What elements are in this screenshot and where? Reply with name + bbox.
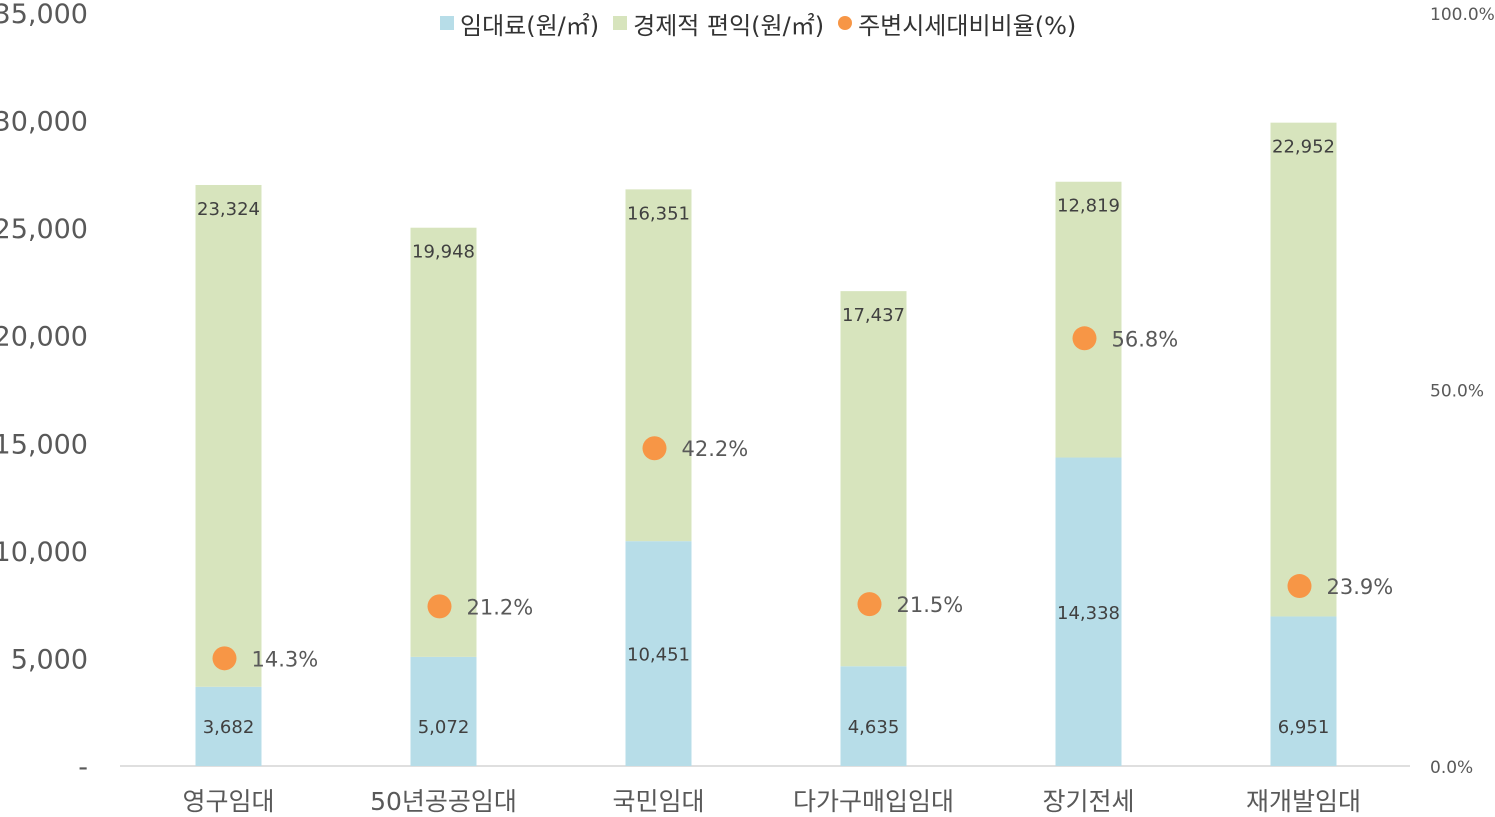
legend-label-rent: 임대료(원/㎡) xyxy=(460,11,600,40)
bar-benefit xyxy=(1270,122,1337,617)
y-tick-label: 35,000 xyxy=(0,0,88,30)
data-label-rent: 4,635 xyxy=(848,717,900,738)
legend-swatch-ratio xyxy=(838,16,853,30)
ratio-point xyxy=(1072,326,1097,351)
data-label-benefit: 16,351 xyxy=(627,203,690,224)
bar-benefit xyxy=(410,227,477,657)
bar-rent xyxy=(840,666,907,766)
legend-swatch-rent xyxy=(440,16,454,30)
y-tick-label: 20,000 xyxy=(0,322,88,353)
bar-rent xyxy=(1055,457,1122,766)
legend-item-benefit: 경제적 편익(원/㎡) xyxy=(613,6,824,41)
legend-item-rent: 임대료(원/㎡) xyxy=(440,6,599,41)
y-tick-label: 15,000 xyxy=(0,429,88,460)
ratio-point xyxy=(857,592,882,617)
bar-rent xyxy=(410,656,477,766)
data-label-ratio: 56.8% xyxy=(1112,327,1179,351)
bar-benefit xyxy=(195,184,262,687)
y-tick-label: 30,000 xyxy=(0,107,88,138)
y2-tick-label: 50.0% xyxy=(1430,382,1484,402)
data-label-benefit: 12,819 xyxy=(1057,196,1120,217)
legend-label-benefit: 경제적 편익(원/㎡) xyxy=(633,11,825,40)
x-tick-label: 50년공공임대 xyxy=(370,787,517,816)
x-tick-label: 다가구매입임대 xyxy=(793,787,954,816)
y-tick-label: 5,000 xyxy=(11,644,88,675)
x-tick-label: 국민임대 xyxy=(612,787,704,816)
ratio-point xyxy=(212,646,237,671)
ratio-point xyxy=(427,594,452,619)
data-label-ratio: 21.5% xyxy=(897,593,964,617)
legend-item-ratio: 주변시세대비비율(%) xyxy=(838,6,1076,41)
data-label-rent: 10,451 xyxy=(627,645,690,666)
bar-rent xyxy=(625,541,692,766)
legend-label-ratio: 주변시세대비비율(%) xyxy=(858,11,1077,40)
y2-tick-label: 0.0% xyxy=(1430,758,1473,778)
data-label-rent: 14,338 xyxy=(1057,603,1120,624)
x-tick-label: 장기전세 xyxy=(1042,787,1134,816)
data-label-ratio: 42.2% xyxy=(682,437,749,461)
x-tick-label: 영구임대 xyxy=(182,787,274,816)
data-label-ratio: 21.2% xyxy=(467,595,534,619)
legend-swatch-benefit xyxy=(613,16,628,30)
x-tick-label: 재개발임대 xyxy=(1246,787,1361,816)
data-label-benefit: 19,948 xyxy=(412,242,475,263)
data-label-rent: 5,072 xyxy=(418,717,470,738)
data-label-ratio: 23.9% xyxy=(1327,575,1394,599)
bar-rent xyxy=(1270,616,1337,766)
data-label-rent: 3,682 xyxy=(203,717,255,738)
y-tick-label: 10,000 xyxy=(0,537,88,568)
legend: 임대료(원/㎡) 경제적 편익(원/㎡) 주변시세대비비율(%) xyxy=(440,6,1090,40)
bar-benefit xyxy=(625,189,692,542)
y-tick-label: 25,000 xyxy=(0,214,88,245)
data-label-rent: 6,951 xyxy=(1278,717,1330,738)
data-label-benefit: 22,952 xyxy=(1272,137,1335,158)
bar-benefit xyxy=(1055,181,1122,458)
ratio-point xyxy=(1287,574,1312,599)
data-label-benefit: 23,324 xyxy=(197,199,260,220)
y2-tick-label: 100.0% xyxy=(1430,5,1495,25)
data-label-ratio: 14.3% xyxy=(252,647,319,671)
bar-rent xyxy=(195,686,262,766)
data-label-benefit: 17,437 xyxy=(842,305,905,326)
ratio-point xyxy=(642,436,667,461)
y-tick-label: - xyxy=(78,752,88,783)
